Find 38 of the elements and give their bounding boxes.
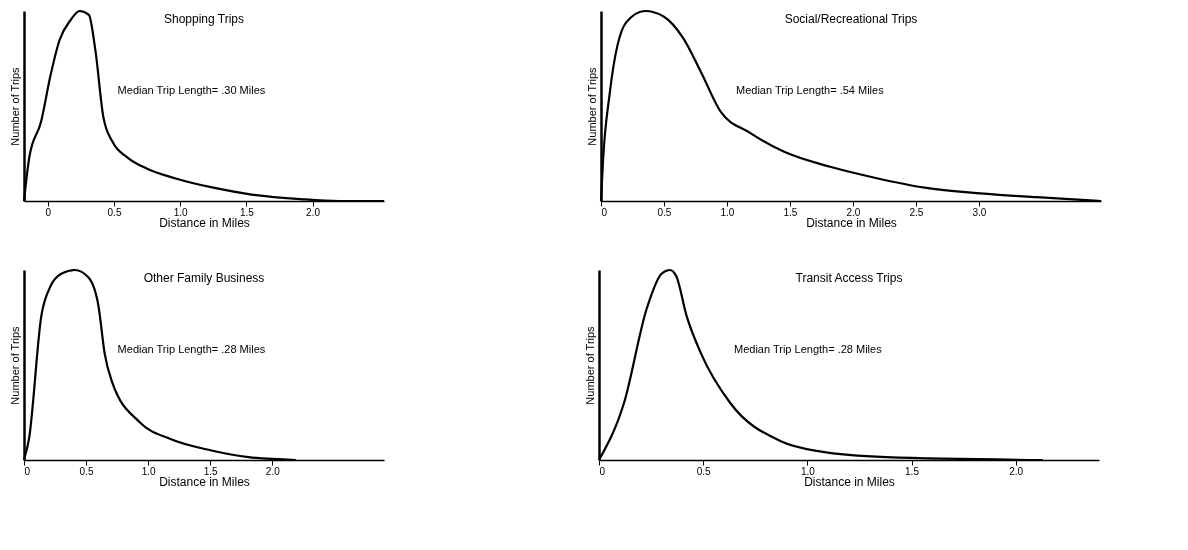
x-axis-title: Distance in Miles [159,474,250,489]
y-axis-title: Number of Trips [583,325,596,405]
x-tick-label: 2.0 [265,465,281,477]
x-tick-label: 3.0 [972,206,987,218]
x-tick-label: 0.5 [696,465,712,477]
x-tick-label: 2.5 [909,206,924,218]
chart-title: Shopping Trips [163,11,245,26]
chart-title: Other Family Business [143,270,265,285]
x-axis-title: Distance in Miles [804,474,895,489]
chart-title: Social/Recreational Trips [784,11,918,26]
x-tick-label: 0.5 [79,465,94,477]
x-tick-label: 0 [601,206,608,218]
x-tick-label: 1.0 [800,465,816,477]
x-tick-label: 1.5 [203,465,219,477]
annotation: Median Trip Length= .28 Miles [734,343,883,355]
x-tick-label: 1.0 [720,206,735,218]
annotation: Median Trip Length= .28 Miles [117,343,266,355]
y-axis-title: Number of Trips [8,325,21,405]
x-tick-label: 0 [24,465,31,477]
chart-title: Transit Access Trips [795,270,903,285]
x-tick-label: 0 [45,206,52,218]
x-tick-label: 1.0 [173,206,189,218]
x-tick-label: 2.0 [306,206,321,218]
y-axis-title: Number of Trips [8,66,21,146]
annotation: Median Trip Length= .54 Miles [736,84,885,96]
x-tick-label: 1.5 [783,206,798,218]
x-axis-title: Distance in Miles [159,215,250,230]
y-axis-title: Number of Trips [585,66,598,146]
x-axis-title: Distance in Miles [806,215,897,230]
x-tick-label: 0.5 [107,206,122,218]
x-tick-label: 2.0 [1009,465,1024,477]
annotation: Median Trip Length= .30 Miles [117,84,266,96]
x-tick-label: 1.5 [905,465,920,477]
x-tick-label: 1.0 [141,465,157,477]
x-tick-label: 0.5 [657,206,672,218]
x-tick-label: 1.5 [239,206,255,218]
x-tick-label: 0 [599,465,606,477]
x-tick-label: 2.0 [846,206,861,218]
